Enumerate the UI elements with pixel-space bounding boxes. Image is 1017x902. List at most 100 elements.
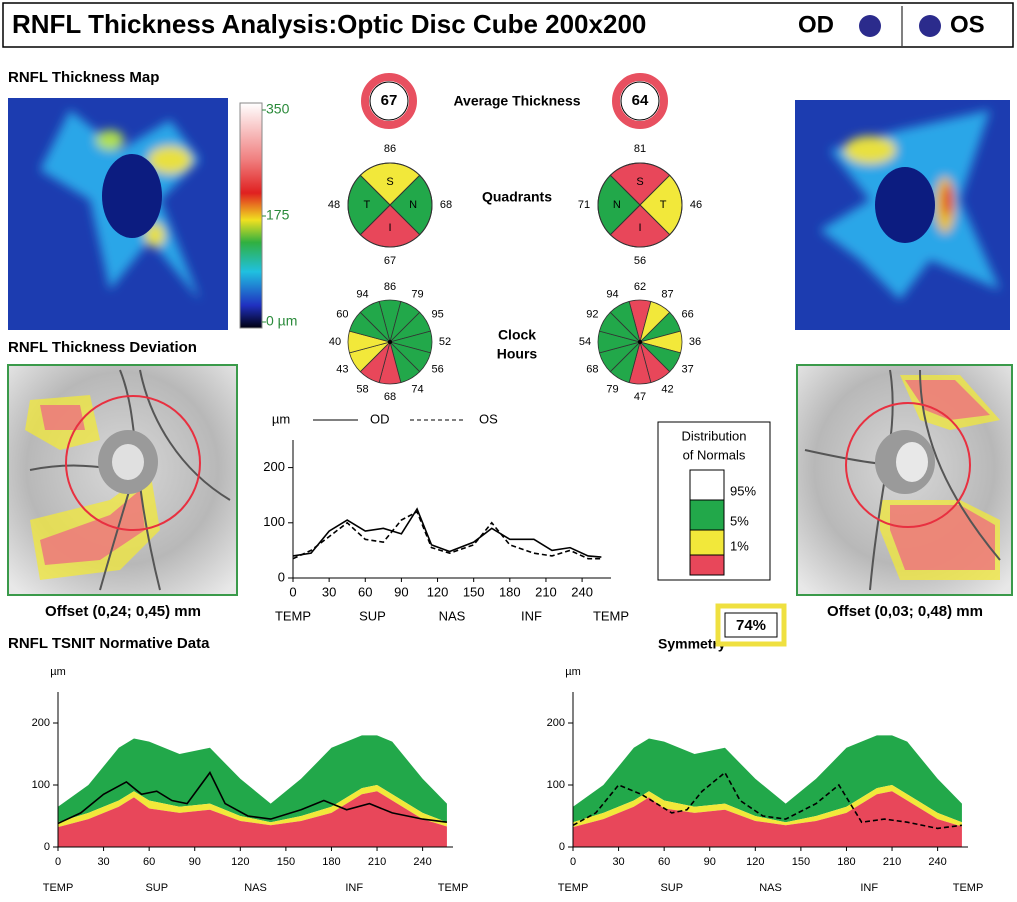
- thickness-map-od: [8, 98, 228, 330]
- clock-value: 74: [411, 384, 423, 396]
- quadrant-value: 48: [328, 199, 340, 211]
- x-tick-label: 60: [358, 584, 372, 599]
- region-label: TEMP: [438, 882, 469, 894]
- clock-label: Hours: [497, 346, 538, 362]
- clock-value: 95: [432, 308, 444, 320]
- quadrant-value: 86: [384, 143, 396, 155]
- clock-center: [638, 340, 642, 344]
- page: {"header": {"title": "RNFL Thickness Ana…: [0, 0, 1017, 902]
- x-tick-label: 90: [189, 856, 201, 868]
- clock-value: 60: [336, 308, 348, 320]
- clock-value: 79: [411, 288, 423, 300]
- quadrant-name: I: [638, 222, 641, 234]
- x-tick-label: 60: [143, 856, 155, 868]
- quadrant-name: S: [386, 176, 393, 188]
- quadrant-value: 71: [578, 199, 590, 211]
- clock-value: 94: [606, 288, 618, 300]
- average-label: Average Thickness: [453, 93, 580, 109]
- quadrant-name: S: [636, 176, 643, 188]
- clock-value: 52: [439, 336, 451, 348]
- region-label: INF: [345, 882, 363, 894]
- distribution-level: 5%: [730, 513, 749, 528]
- x-tick-label: 60: [658, 856, 670, 868]
- y-tick-label: 100: [32, 779, 50, 791]
- legend-label: OD: [370, 411, 390, 426]
- header-title: RNFL Thickness Analysis:Optic Disc Cube …: [12, 9, 646, 39]
- series-line: [293, 512, 601, 559]
- clock-value: 79: [606, 384, 618, 396]
- y-label: µm: [565, 666, 581, 678]
- clock-value: 58: [356, 384, 368, 396]
- colorbar-label: 350: [266, 101, 290, 117]
- offset-od: Offset (0,24; 0,45) mm: [45, 603, 201, 620]
- legend-label: OS: [479, 411, 498, 426]
- region-label: TEMP: [275, 608, 311, 623]
- x-tick-label: 240: [571, 584, 593, 599]
- average-value: 67: [381, 92, 398, 109]
- quadrant-name: N: [409, 199, 417, 211]
- x-tick-label: 120: [746, 856, 764, 868]
- distribution-title: Distribution: [681, 428, 746, 443]
- clock-value: 54: [579, 336, 591, 348]
- report: RNFL Thickness Analysis:Optic Disc Cube …: [0, 0, 1017, 902]
- x-tick-label: 120: [231, 856, 249, 868]
- x-tick-label: 180: [499, 584, 521, 599]
- quadrants-label: Quadrants: [482, 189, 552, 205]
- y-label: µm: [50, 666, 66, 678]
- deviation-od: [8, 365, 237, 595]
- offset-os: Offset (0,03; 0,48) mm: [827, 603, 983, 620]
- region-label: SUP: [660, 882, 683, 894]
- x-tick-label: 0: [570, 856, 576, 868]
- x-tick-label: 0: [289, 584, 296, 599]
- x-tick-label: 180: [837, 856, 855, 868]
- clock-value: 87: [661, 288, 673, 300]
- x-tick-label: 210: [883, 856, 901, 868]
- clock-value: 68: [384, 391, 396, 403]
- clock-value: 68: [586, 363, 598, 375]
- x-tick-label: 0: [55, 856, 61, 868]
- region-label: TEMP: [558, 882, 589, 894]
- quadrant-value: 68: [440, 199, 452, 211]
- region-label: TEMP: [593, 608, 629, 623]
- region-label: TEMP: [43, 882, 74, 894]
- clock-value: 92: [586, 308, 598, 320]
- x-tick-label: 210: [368, 856, 386, 868]
- x-tick-label: 210: [535, 584, 557, 599]
- distribution-swatch: [690, 470, 724, 500]
- quadrant-name: T: [364, 199, 371, 211]
- series-line: [293, 509, 601, 557]
- clock-value: 94: [356, 288, 368, 300]
- clock-value: 42: [661, 384, 673, 396]
- quadrant-name: N: [613, 199, 621, 211]
- tsnit-title: RNFL TSNIT Normative Data: [8, 635, 210, 652]
- od-label: OD: [798, 11, 834, 38]
- quadrant-name: T: [660, 199, 667, 211]
- clock-value: 47: [634, 391, 646, 403]
- y-tick-label: 200: [263, 459, 285, 474]
- region-label: INF: [860, 882, 878, 894]
- y-tick-label: 200: [547, 717, 565, 729]
- region-label: SUP: [359, 608, 386, 623]
- clock-label: Clock: [498, 327, 536, 343]
- region-label: SUP: [145, 882, 168, 894]
- average-value: 64: [632, 92, 649, 109]
- x-tick-label: 30: [322, 584, 336, 599]
- distribution-level: 1%: [730, 538, 749, 553]
- region-label: NAS: [439, 608, 466, 623]
- y-tick-label: 0: [559, 841, 565, 853]
- y-tick-label: 100: [547, 779, 565, 791]
- x-tick-label: 240: [413, 856, 431, 868]
- os-label: OS: [950, 11, 985, 38]
- clock-value: 62: [634, 281, 646, 293]
- clock-value: 56: [432, 363, 444, 375]
- clock-value: 40: [329, 336, 341, 348]
- deviation-title: RNFL Thickness Deviation: [8, 339, 197, 356]
- quadrant-value: 67: [384, 255, 396, 267]
- distribution-swatch: [690, 500, 724, 530]
- region-label: NAS: [244, 882, 267, 894]
- deviation-os: [797, 365, 1012, 595]
- x-tick-label: 240: [928, 856, 946, 868]
